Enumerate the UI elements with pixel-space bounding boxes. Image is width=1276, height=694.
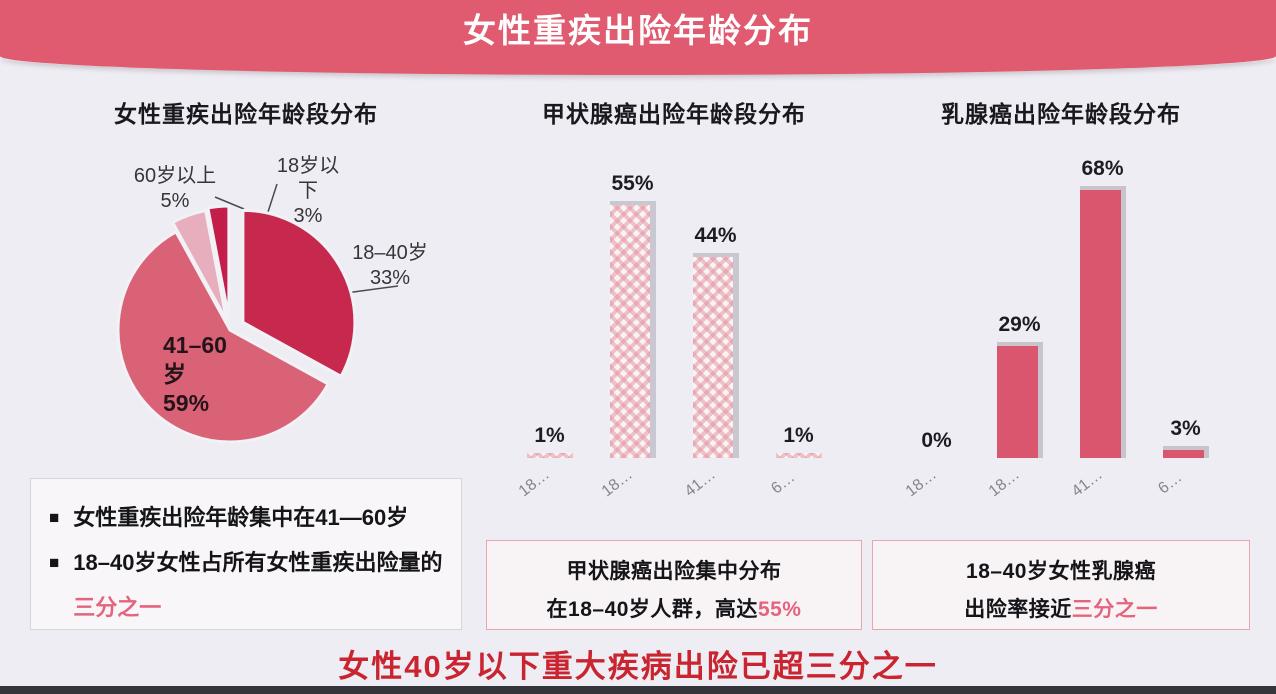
pie-label-18-40: 18–40岁 33% bbox=[348, 241, 432, 291]
thyroid-note-line1: 甲状腺癌出险集中分布 bbox=[566, 560, 782, 583]
bar-group: 44% bbox=[692, 224, 739, 458]
thyroid-chart-section: 甲状腺癌出险年龄段分布 1% 55% 44% 1% 18… 18… 41… 6… 甲状腺癌出… bbox=[486, 85, 862, 630]
x-axis-tick-label: 41… bbox=[681, 466, 719, 501]
breast-note-line2-prefix: 出险率接近 bbox=[964, 598, 1072, 621]
x-axis-tick-label: 18… bbox=[985, 466, 1023, 501]
x-axis-tick-label: 6… bbox=[1154, 468, 1185, 498]
pie-slice-3 bbox=[206, 204, 231, 320]
thyroid-bar-chart: 1% 55% 44% 1% 18… 18… 41… 6… bbox=[486, 172, 862, 514]
x-axis-tick-label: 18… bbox=[598, 466, 636, 501]
summary-bullet-1-prefix: 女性重疾出险年龄集中在41—60岁 bbox=[73, 505, 409, 530]
pie-label-18-40-name: 18–40岁 bbox=[352, 242, 428, 264]
summary-bullet-2-prefix: 18–40岁女性占所有女性重疾出险量的 bbox=[73, 550, 443, 575]
breast-bar-plot: 0% 29% 68% 3% bbox=[872, 157, 1250, 458]
x-axis-tick-label: 41… bbox=[1068, 466, 1106, 501]
bar-group: 1% bbox=[526, 424, 573, 458]
bullet-square-icon: ■ bbox=[49, 553, 60, 572]
bar-value-label: 1% bbox=[783, 424, 814, 447]
breast-note-box: 18–40岁女性乳腺癌 出险率接近三分之一 bbox=[872, 540, 1250, 630]
summary-bullet-2-text: 18–40岁女性占所有女性重疾出险量的三分之一 bbox=[73, 540, 445, 630]
pie-chart-title: 女性重疾出险年龄段分布 bbox=[114, 101, 378, 127]
callout-line-18-40 bbox=[345, 285, 399, 294]
bar-group: 68% bbox=[1079, 157, 1126, 458]
summary-bullet-1: ■ 女性重疾出险年龄集中在41—60岁 bbox=[49, 495, 445, 540]
bar bbox=[526, 453, 573, 458]
bar-group: 3% bbox=[1162, 417, 1209, 458]
pie-label-over-60-pct: 5% bbox=[160, 190, 190, 212]
pie-slice-0 bbox=[241, 208, 357, 378]
summary-bullet-2: ■ 18–40岁女性占所有女性重疾出险量的三分之一 bbox=[49, 540, 445, 630]
x-axis-tick-label: 18… bbox=[902, 466, 940, 501]
breast-note-line2: 出险率接近三分之一 bbox=[873, 591, 1249, 629]
thyroid-note-line2-prefix: 在18–40岁人群，高达 bbox=[546, 598, 758, 621]
pie-label-under-18: 18岁以下 3% bbox=[268, 154, 348, 229]
bar bbox=[1079, 186, 1126, 458]
callout-line-under18 bbox=[267, 183, 278, 213]
thyroid-note-line2-highlight: 55% bbox=[757, 598, 802, 621]
header-banner: 女性重疾出险年龄分布 bbox=[0, 0, 1276, 56]
pie-slice-2 bbox=[171, 209, 229, 323]
bar-group: 1% bbox=[775, 424, 822, 458]
thyroid-note-box: 甲状腺癌出险集中分布 在18–40岁人群，高达55% bbox=[486, 540, 862, 630]
bottom-strip-decoration bbox=[0, 686, 1276, 694]
pie-slice-1 bbox=[116, 230, 330, 444]
breast-note-line2-highlight: 三分之一 bbox=[1071, 598, 1158, 621]
pie-label-41-60: 41–60 岁 59% bbox=[163, 332, 227, 416]
pie-label-18-40-pct: 33% bbox=[369, 267, 411, 289]
breast-note-line1: 18–40岁女性乳腺癌 bbox=[966, 560, 1156, 583]
summary-bullet-2-highlight: 三分之一 bbox=[73, 595, 162, 620]
bar bbox=[692, 253, 739, 458]
breast-chart-section: 乳腺癌出险年龄段分布 0% 29% 68% 3% 18… 18… 41… 6… 18–40岁… bbox=[872, 85, 1250, 630]
thyroid-bar-plot: 1% 55% 44% 1% bbox=[486, 172, 862, 458]
pie-label-over-60: 60岁以上 5% bbox=[130, 164, 220, 214]
thyroid-note-line2: 在18–40岁人群，高达55% bbox=[487, 591, 861, 629]
page-title: 女性重疾出险年龄分布 bbox=[463, 12, 813, 49]
thyroid-x-axis: 18… 18… 41… 6… bbox=[486, 466, 862, 514]
bar-value-label: 29% bbox=[998, 313, 1041, 336]
bar bbox=[609, 201, 656, 458]
pie-label-under-18-name: 18岁以下 bbox=[276, 155, 340, 202]
x-axis-tick-label: 18… bbox=[515, 466, 553, 501]
pie-label-under-18-pct: 3% bbox=[293, 205, 323, 227]
pie-label-over-60-name: 60岁以上 bbox=[133, 165, 217, 187]
breast-x-axis: 18… 18… 41… 6… bbox=[872, 466, 1250, 514]
bar-value-label: 3% bbox=[1170, 417, 1201, 440]
thyroid-chart-title: 甲状腺癌出险年龄段分布 bbox=[542, 101, 806, 127]
bar-group: 29% bbox=[996, 313, 1043, 458]
bar-value-label: 55% bbox=[611, 172, 654, 195]
bar-group: 55% bbox=[609, 172, 656, 458]
summary-bullet-1-text: 女性重疾出险年龄集中在41—60岁 bbox=[73, 495, 408, 540]
bar-value-label: 0% bbox=[921, 429, 952, 452]
bar-value-label: 44% bbox=[694, 224, 737, 247]
callout-line-over60 bbox=[214, 196, 245, 210]
bar bbox=[775, 453, 822, 458]
pie-chart: 60岁以上 5% 18岁以下 3% 18–40岁 33% 41–60 岁 59% bbox=[30, 140, 462, 478]
bar-group: 0% bbox=[914, 429, 960, 458]
x-axis-tick-label: 6… bbox=[767, 468, 798, 498]
bar-value-label: 68% bbox=[1081, 157, 1124, 180]
bullet-square-icon: ■ bbox=[49, 508, 60, 527]
footer-headline: 女性40岁以下重大疾病出险已超三分之一 bbox=[338, 649, 938, 684]
pie-chart-section: 女性重疾出险年龄段分布 60岁以上 5% 18岁以下 3% 18–40岁 33%… bbox=[30, 85, 462, 630]
bar-value-label: 1% bbox=[534, 424, 565, 447]
banner-curve-decoration bbox=[0, 56, 1276, 75]
bar bbox=[1162, 446, 1209, 458]
breast-chart-title: 乳腺癌出险年龄段分布 bbox=[941, 101, 1181, 127]
bar bbox=[996, 342, 1043, 458]
summary-box: ■ 女性重疾出险年龄集中在41—60岁 ■ 18–40岁女性占所有女性重疾出险量… bbox=[30, 478, 462, 630]
pie-svg bbox=[116, 183, 399, 444]
breast-bar-chart: 0% 29% 68% 3% 18… 18… 41… 6… bbox=[872, 157, 1250, 514]
